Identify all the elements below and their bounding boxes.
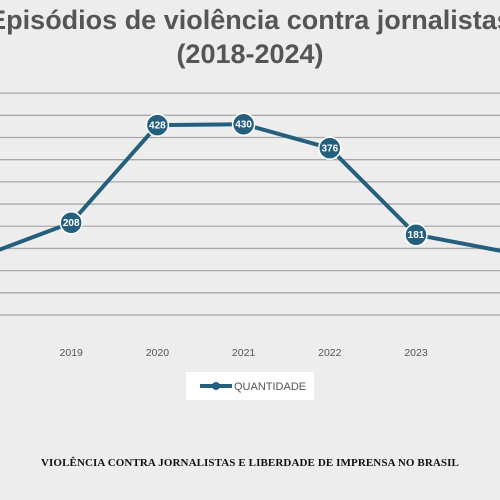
data-label-2023: 181 [408,230,425,241]
data-point-2021 [231,112,256,136]
data-point-2019 [59,210,83,235]
chart-subtitle: (2018-2024) [176,39,324,69]
data-label-2020: 428 [149,121,166,132]
legend: QUANTIDADE [186,372,314,400]
legend-label: QUANTIDADE [234,381,306,393]
footer-caption: VIOLÊNCIA CONTRA JORNALISTAS E LIBERDADE… [41,457,459,469]
x-tick-label-2021: 2021 [232,347,256,359]
x-tick-label-2020: 2020 [146,347,170,359]
x-tick-label-2022: 2022 [318,347,342,359]
data-label-2021: 430 [235,120,252,131]
data-point-2022 [318,136,342,160]
data-markers: 208 428 430 376 181 [59,112,428,247]
data-label-2022: 376 [321,144,338,155]
x-tick-label-2019: 2019 [60,347,84,359]
x-tick-label-2023: 2023 [404,347,428,359]
legend-marker-icon [212,382,220,390]
x-axis-labels: 2019 2020 2021 2022 2023 [60,347,428,359]
chart-title: Episódios de violência contra jornalista… [0,5,500,35]
data-label-2019: 208 [63,218,80,229]
data-point-2023 [404,222,428,247]
data-point-2020 [145,113,170,137]
gridlines [0,92,500,316]
